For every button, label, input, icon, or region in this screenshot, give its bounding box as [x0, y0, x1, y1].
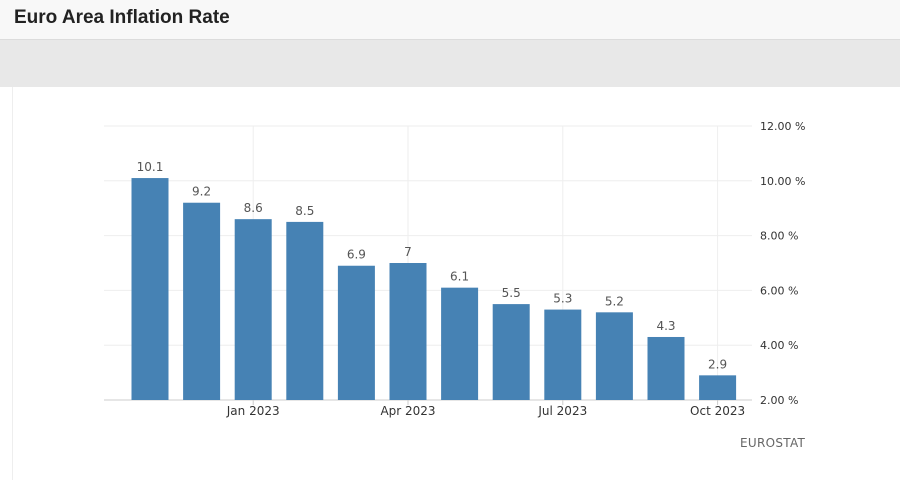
bar: [131, 178, 169, 400]
data-label: 2.9: [708, 357, 727, 371]
data-label: 5.3: [553, 292, 572, 306]
bar: [183, 202, 221, 400]
bar: [337, 265, 375, 400]
bar: [492, 304, 530, 400]
y-tick-label: 10.00 %: [760, 175, 805, 188]
y-tick-label: 12.00 %: [760, 120, 805, 133]
toolbar-band: [0, 40, 900, 87]
data-label: 8.5: [295, 204, 314, 218]
y-tick-label: 4.00 %: [760, 339, 798, 352]
bar: [234, 219, 272, 400]
bar: [389, 263, 427, 400]
x-tick-label: Apr 2023: [380, 404, 435, 418]
bar: [286, 221, 324, 400]
data-label: 4.3: [656, 319, 675, 333]
data-label: 6.1: [450, 270, 469, 284]
y-tick-label: 8.00 %: [760, 230, 798, 243]
data-label: 5.5: [502, 286, 521, 300]
bar: [595, 312, 633, 400]
bar: [699, 375, 737, 400]
y-tick-label: 6.00 %: [760, 284, 798, 297]
bar: [441, 287, 479, 400]
bar: [544, 309, 582, 400]
x-tick-label: Oct 2023: [690, 404, 745, 418]
x-tick-label: Jan 2023: [226, 404, 280, 418]
data-label: 9.2: [192, 185, 211, 199]
data-label: 7: [404, 245, 412, 259]
data-label: 6.9: [347, 248, 366, 262]
y-tick-label: 2.00 %: [760, 394, 798, 407]
data-label: 8.6: [244, 201, 263, 215]
page-title: Euro Area Inflation Rate: [14, 7, 230, 28]
data-label: 10.1: [137, 160, 164, 174]
page-header: Euro Area Inflation Rate: [0, 0, 900, 40]
x-tick-label: Jul 2023: [537, 404, 587, 418]
data-label: 5.2: [605, 294, 624, 308]
bar: [647, 336, 685, 400]
source-label: EUROSTAT: [740, 436, 806, 450]
